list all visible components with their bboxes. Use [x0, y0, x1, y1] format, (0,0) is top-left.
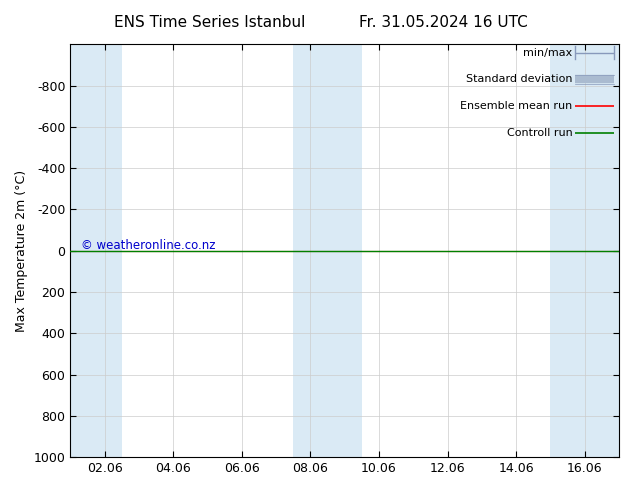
Bar [550, 45, 619, 457]
Bar [70, 45, 122, 457]
Text: Ensemble mean run: Ensemble mean run [460, 101, 573, 111]
Y-axis label: Max Temperature 2m (°C): Max Temperature 2m (°C) [15, 170, 28, 332]
Text: Fr. 31.05.2024 16 UTC: Fr. 31.05.2024 16 UTC [359, 15, 528, 30]
Bar [293, 45, 362, 457]
Text: Controll run: Controll run [507, 128, 573, 138]
Text: min/max: min/max [523, 48, 573, 58]
Text: Standard deviation: Standard deviation [466, 74, 573, 84]
Text: © weatheronline.co.nz: © weatheronline.co.nz [81, 239, 216, 252]
Text: ENS Time Series Istanbul: ENS Time Series Istanbul [113, 15, 305, 30]
